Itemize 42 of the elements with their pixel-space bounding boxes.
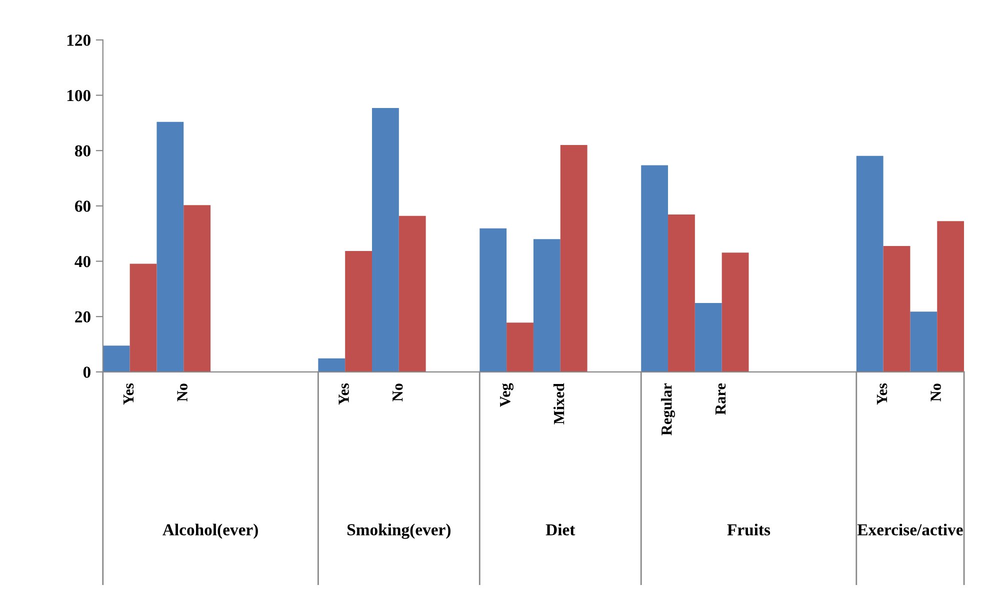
bar bbox=[480, 228, 507, 372]
x-tick-label: No bbox=[392, 384, 403, 402]
bar bbox=[506, 322, 534, 372]
bar bbox=[910, 312, 938, 372]
bar bbox=[130, 264, 157, 372]
bar bbox=[345, 251, 372, 372]
text: Alcohol(ever) bbox=[162, 524, 258, 539]
bar bbox=[560, 145, 588, 372]
text: Diet bbox=[546, 524, 576, 536]
text: Fruits bbox=[727, 524, 770, 536]
y-tick-label: 40 bbox=[74, 256, 90, 268]
y-tick-label: 80 bbox=[74, 145, 90, 157]
x-tick-label: Yes bbox=[123, 383, 134, 405]
bar bbox=[883, 246, 910, 372]
bar bbox=[398, 216, 426, 372]
bar bbox=[156, 122, 184, 372]
bar bbox=[668, 214, 695, 372]
text: Smoking(ever) bbox=[347, 524, 450, 539]
bar bbox=[856, 156, 884, 372]
bar bbox=[318, 358, 346, 372]
y-tick-label: 20 bbox=[75, 311, 90, 323]
bar bbox=[937, 221, 964, 372]
x-tick-label: Rare bbox=[716, 383, 726, 415]
y-tick-label: 60 bbox=[74, 200, 90, 212]
x-tick-label: Yes bbox=[338, 383, 349, 405]
y-tick-label: 120 bbox=[67, 34, 90, 46]
x-tick-label: No bbox=[930, 384, 941, 402]
y-tick-label: 100 bbox=[67, 90, 90, 102]
x-tick-label: Veg bbox=[500, 383, 514, 407]
text: Exercise/active bbox=[857, 524, 963, 536]
bar bbox=[694, 303, 722, 372]
bar bbox=[102, 346, 130, 372]
x-tick-label: Regular bbox=[661, 383, 676, 436]
bar bbox=[641, 165, 668, 372]
bar bbox=[533, 239, 560, 372]
x-tick-label: Mixed bbox=[553, 383, 564, 424]
y-tick-label: 0 bbox=[83, 366, 90, 378]
bar bbox=[722, 252, 749, 372]
bar bbox=[184, 205, 211, 372]
x-tick-label: Yes bbox=[876, 383, 888, 405]
x-tick-label: No bbox=[177, 384, 188, 402]
bar bbox=[372, 108, 399, 372]
